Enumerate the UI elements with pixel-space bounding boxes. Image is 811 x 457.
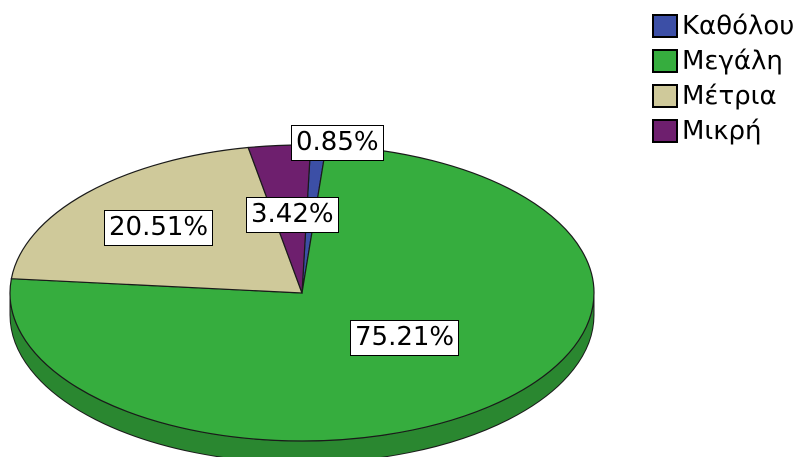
data-label-metria: 20.51%	[104, 210, 214, 246]
legend-label-mikri: Μικρή	[682, 115, 762, 146]
legend-swatch-mikri	[652, 118, 678, 143]
pie-slices	[9, 144, 595, 442]
data-label-katholou: 0.85%	[291, 125, 384, 161]
legend-swatch-katholou	[652, 13, 678, 38]
legend-label-katholou: Καθόλου	[682, 10, 795, 41]
legend: Καθόλου Μεγάλη Μέτρια Μικρή	[652, 8, 794, 148]
legend-item-metria: Μέτρια	[652, 78, 794, 113]
legend-item-katholou: Καθόλου	[652, 8, 794, 43]
legend-label-megali: Μεγάλη	[682, 45, 783, 76]
legend-label-metria: Μέτρια	[682, 80, 777, 111]
legend-swatch-megali	[652, 48, 678, 73]
legend-item-mikri: Μικρή	[652, 113, 794, 148]
data-label-megali: 75.21%	[350, 320, 460, 356]
data-label-mikri: 3.42%	[246, 197, 339, 233]
legend-swatch-metria	[652, 83, 678, 108]
legend-item-megali: Μεγάλη	[652, 43, 794, 78]
